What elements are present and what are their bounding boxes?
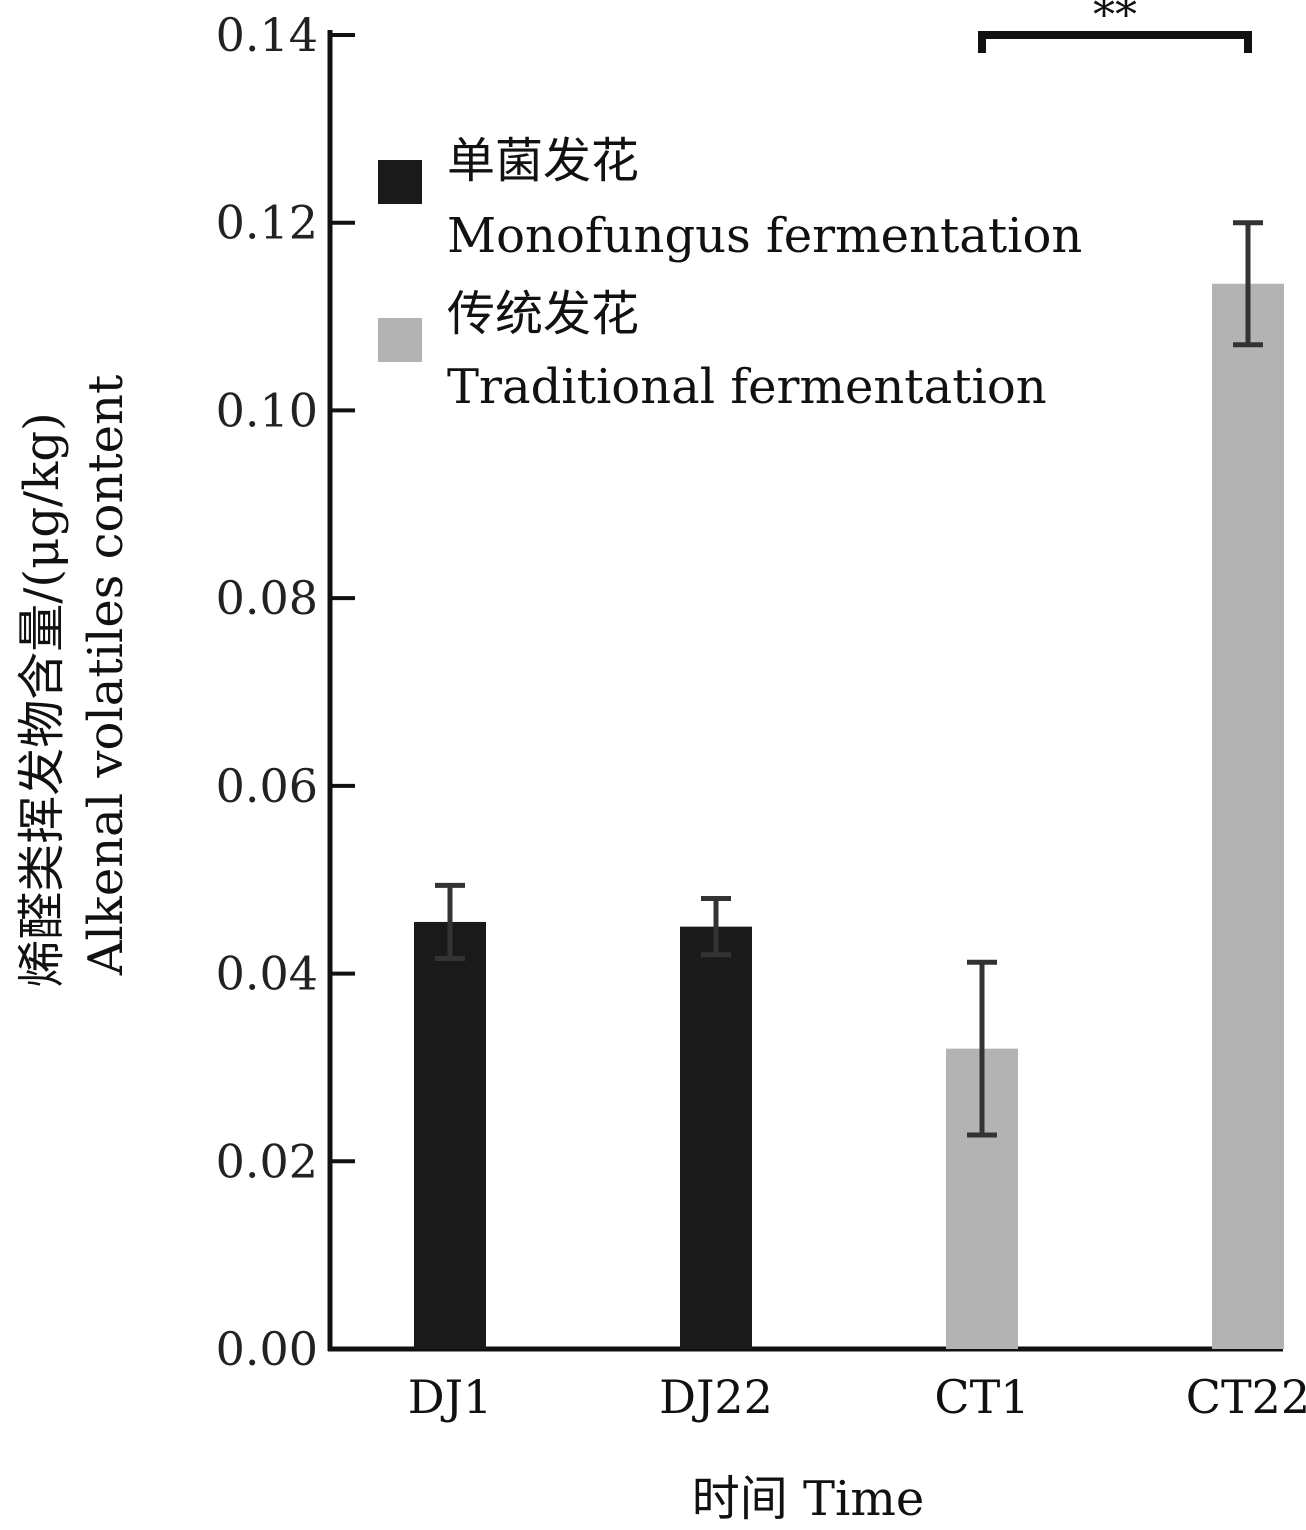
y-tick-label: 0.00: [216, 1322, 318, 1376]
x-axis-title: 时间 Time: [692, 1471, 925, 1527]
y-tick-label: 0.04: [216, 947, 318, 1001]
legend-swatch-trad: [378, 318, 422, 362]
legend: 单菌发花 Monofungus fermentation 传统发花 Tradition…: [378, 133, 1082, 415]
y-tick-label: 0.14: [216, 8, 318, 62]
error-bars: [435, 220, 1263, 1138]
y-tick-label: 0.02: [216, 1134, 318, 1188]
bar-dj22: [680, 926, 752, 1349]
y-axis-title: 烯醛类挥发物含量/(μg/kg) Alkenal volatiles conte…: [14, 375, 134, 988]
bar-dj1: [414, 921, 486, 1349]
x-tick-label: DJ22: [659, 1370, 773, 1424]
y-tick-label: 0.12: [216, 196, 318, 250]
x-tick-label: CT22: [1186, 1370, 1306, 1424]
legend-label-en: Traditional fermentation: [447, 359, 1047, 415]
legend-label-cn: 传统发花: [447, 286, 639, 342]
x-tick-label: CT1: [934, 1370, 1029, 1424]
axes: 0.00 0.02 0.04 0.06 0.08 0.10 0.12 0.14 DJ1 DJ22 C…: [216, 8, 1306, 1424]
y-axis-title-cn: 烯醛类挥发物含量/(μg/kg): [14, 412, 70, 988]
significance-bracket: **: [978, 0, 1252, 53]
legend-swatch-mono: [378, 160, 422, 204]
bars: [414, 283, 1284, 1349]
y-tick-label: 0.08: [216, 571, 318, 625]
y-axis-title-en: Alkenal volatiles content: [78, 375, 134, 977]
y-tick-label: 0.06: [216, 759, 318, 813]
legend-label-en: Monofungus fermentation: [447, 208, 1082, 264]
significance-label: **: [1093, 0, 1137, 41]
significance-line: [978, 31, 1252, 53]
bar-ct22: [1212, 283, 1284, 1349]
y-tick-label: 0.10: [216, 383, 318, 437]
x-tick-label: DJ1: [408, 1370, 493, 1424]
legend-label-cn: 单菌发花: [447, 133, 639, 189]
